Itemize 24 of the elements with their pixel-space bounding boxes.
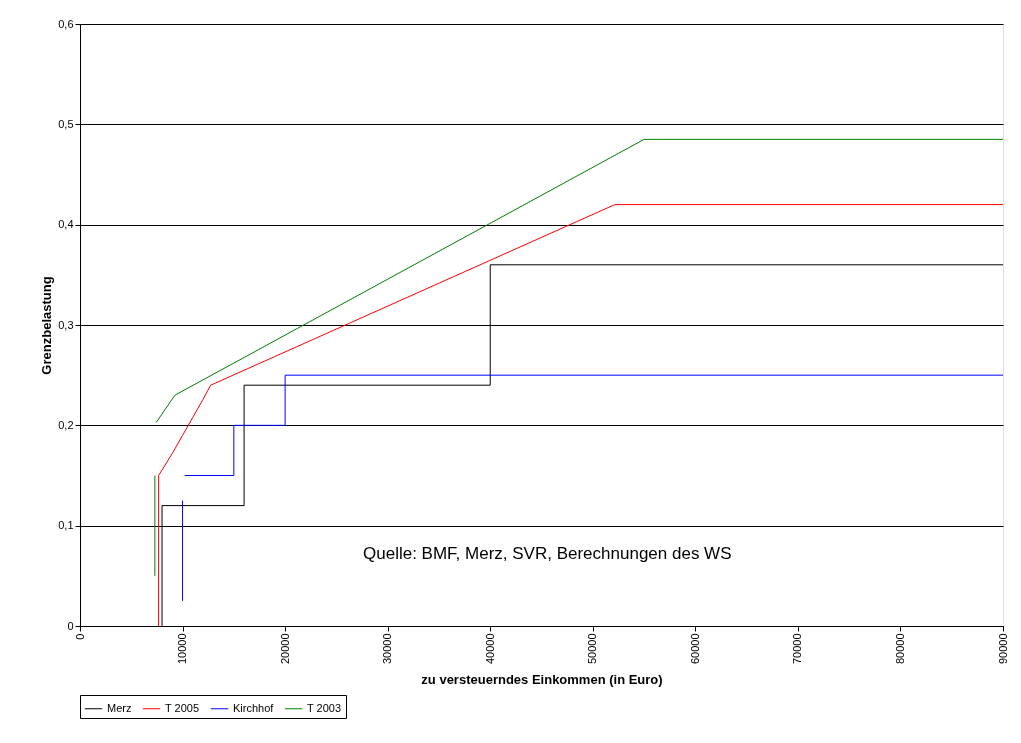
x-tick-label: 70000 [791, 633, 804, 665]
x-axis-title: zu versteuerndes Einkommen (in Euro) [421, 672, 663, 688]
y-tick-label: 0,4 [58, 218, 74, 231]
x-tick-label: 20000 [278, 633, 291, 665]
legend-label: T 2005 [165, 701, 200, 714]
y-tick-label: 0 [67, 619, 74, 632]
y-tick-label: 0,2 [58, 418, 74, 431]
x-tick-label: 40000 [483, 633, 496, 665]
x-tick-label: 10000 [176, 633, 189, 665]
y-tick-label: 0,3 [58, 318, 74, 331]
legend-label: Kirchhof [233, 701, 275, 714]
y-tick-label: 0,6 [58, 17, 74, 30]
x-tick-label: 30000 [381, 633, 394, 665]
y-tick-label: 0,5 [58, 117, 74, 130]
annotation: Quelle: BMF, Merz, SVR, Berechnungen des WS [363, 544, 732, 563]
legend-label: T 2003 [307, 701, 342, 714]
y-axis-title: Grenzbelastung [39, 276, 55, 375]
x-tick-label: 50000 [586, 633, 599, 665]
y-tick-label: 0,1 [58, 519, 74, 532]
x-tick-label: 0 [73, 633, 86, 640]
legend-label: Merz [107, 701, 132, 714]
x-tick-label: 80000 [893, 633, 906, 665]
x-tick-label: 90000 [996, 633, 1009, 665]
x-tick-label: 60000 [688, 633, 701, 665]
